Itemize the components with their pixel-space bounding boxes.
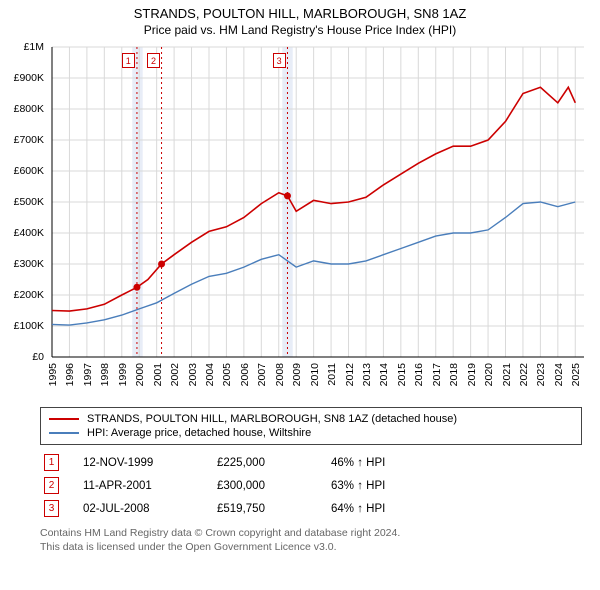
x-axis-label: 2022 — [518, 363, 530, 386]
x-axis-label: 2015 — [396, 363, 408, 386]
x-axis-label: 2008 — [274, 363, 286, 386]
x-axis-label: 1997 — [82, 363, 94, 386]
y-axis-label: £900K — [14, 72, 44, 84]
x-axis-label: 2007 — [256, 363, 268, 386]
y-axis-label: £0 — [32, 351, 44, 363]
x-axis-label: 2003 — [187, 363, 199, 386]
chart-area: £0 £100K £200K £300K £400K £500K £600K £700K £80… — [10, 41, 590, 401]
x-axis-label: 2002 — [169, 363, 181, 386]
chart-svg — [10, 41, 590, 401]
x-axis-label: 1998 — [99, 363, 111, 386]
x-axis-label: 2001 — [152, 363, 164, 386]
legend-swatch — [49, 418, 79, 420]
x-axis-label: 2005 — [221, 363, 233, 386]
legend-item: HPI: Average price, detached house, Wilt… — [49, 426, 573, 440]
sale-row: 1 12-NOV-1999 £225,000 46% ↑ HPI — [10, 451, 590, 474]
x-axis-label: 2013 — [361, 363, 373, 386]
legend-label: HPI: Average price, detached house, Wilt… — [87, 427, 311, 439]
sale-id-box: 1 — [44, 454, 59, 471]
sale-date: 02-JUL-2008 — [83, 503, 193, 515]
x-axis-label: 2016 — [413, 363, 425, 386]
x-axis-label: 2023 — [535, 363, 547, 386]
x-axis-label: 1999 — [117, 363, 129, 386]
y-axis-label: £300K — [14, 258, 44, 270]
y-axis-label: £800K — [14, 103, 44, 115]
x-axis-label: 2018 — [448, 363, 460, 386]
title-subtitle: Price paid vs. HM Land Registry's House … — [10, 23, 590, 37]
y-axis-label: £500K — [14, 196, 44, 208]
y-axis-label: £400K — [14, 227, 44, 239]
chart-marker-label: 3 — [273, 53, 286, 68]
x-axis-label: 2021 — [501, 363, 513, 386]
x-axis-label: 1996 — [64, 363, 76, 386]
y-axis-label: £200K — [14, 289, 44, 301]
sale-row: 3 02-JUL-2008 £519,750 64% ↑ HPI — [10, 497, 590, 520]
legend-swatch — [49, 432, 79, 434]
sale-date: 12-NOV-1999 — [83, 457, 193, 469]
title-address: STRANDS, POULTON HILL, MARLBOROUGH, SN8 … — [10, 6, 590, 21]
sale-pct: 46% ↑ HPI — [331, 457, 431, 469]
legend: STRANDS, POULTON HILL, MARLBOROUGH, SN8 … — [40, 407, 582, 445]
sale-price: £519,750 — [217, 503, 307, 515]
sale-id-box: 3 — [44, 500, 59, 517]
x-axis-label: 2000 — [134, 363, 146, 386]
footer-attribution: Contains HM Land Registry data © Crown c… — [40, 526, 586, 554]
x-axis-label: 2025 — [570, 363, 582, 386]
footer-line: This data is licensed under the Open Gov… — [40, 540, 586, 554]
chart-container: STRANDS, POULTON HILL, MARLBOROUGH, SN8 … — [0, 0, 600, 564]
x-axis-label: 2010 — [309, 363, 321, 386]
legend-label: STRANDS, POULTON HILL, MARLBOROUGH, SN8 … — [87, 413, 457, 425]
sale-price: £300,000 — [217, 480, 307, 492]
x-axis-label: 2009 — [291, 363, 303, 386]
chart-marker-label: 1 — [122, 53, 135, 68]
x-axis-label: 2024 — [553, 363, 565, 386]
x-axis-label: 2014 — [378, 363, 390, 386]
sale-date: 11-APR-2001 — [83, 480, 193, 492]
sale-id-box: 2 — [44, 477, 59, 494]
sale-price: £225,000 — [217, 457, 307, 469]
x-axis-label: 2020 — [483, 363, 495, 386]
x-axis-label: 2004 — [204, 363, 216, 386]
y-axis-label: £700K — [14, 134, 44, 146]
sale-pct: 64% ↑ HPI — [331, 503, 431, 515]
x-axis-label: 2006 — [239, 363, 251, 386]
y-axis-label: £100K — [14, 320, 44, 332]
x-axis-label: 1995 — [47, 363, 59, 386]
footer-line: Contains HM Land Registry data © Crown c… — [40, 526, 586, 540]
chart-marker-label: 2 — [147, 53, 160, 68]
x-axis-label: 2012 — [344, 363, 356, 386]
sales-list: 1 12-NOV-1999 £225,000 46% ↑ HPI 2 11-APR-200… — [10, 451, 590, 520]
y-axis-label: £600K — [14, 165, 44, 177]
sale-pct: 63% ↑ HPI — [331, 480, 431, 492]
x-axis-label: 2011 — [326, 363, 338, 386]
sale-row: 2 11-APR-2001 £300,000 63% ↑ HPI — [10, 474, 590, 497]
y-axis-label: £1M — [24, 41, 44, 53]
x-axis-label: 2019 — [466, 363, 478, 386]
title-block: STRANDS, POULTON HILL, MARLBOROUGH, SN8 … — [10, 6, 590, 37]
x-axis-label: 2017 — [431, 363, 443, 386]
legend-item: STRANDS, POULTON HILL, MARLBOROUGH, SN8 … — [49, 412, 573, 426]
